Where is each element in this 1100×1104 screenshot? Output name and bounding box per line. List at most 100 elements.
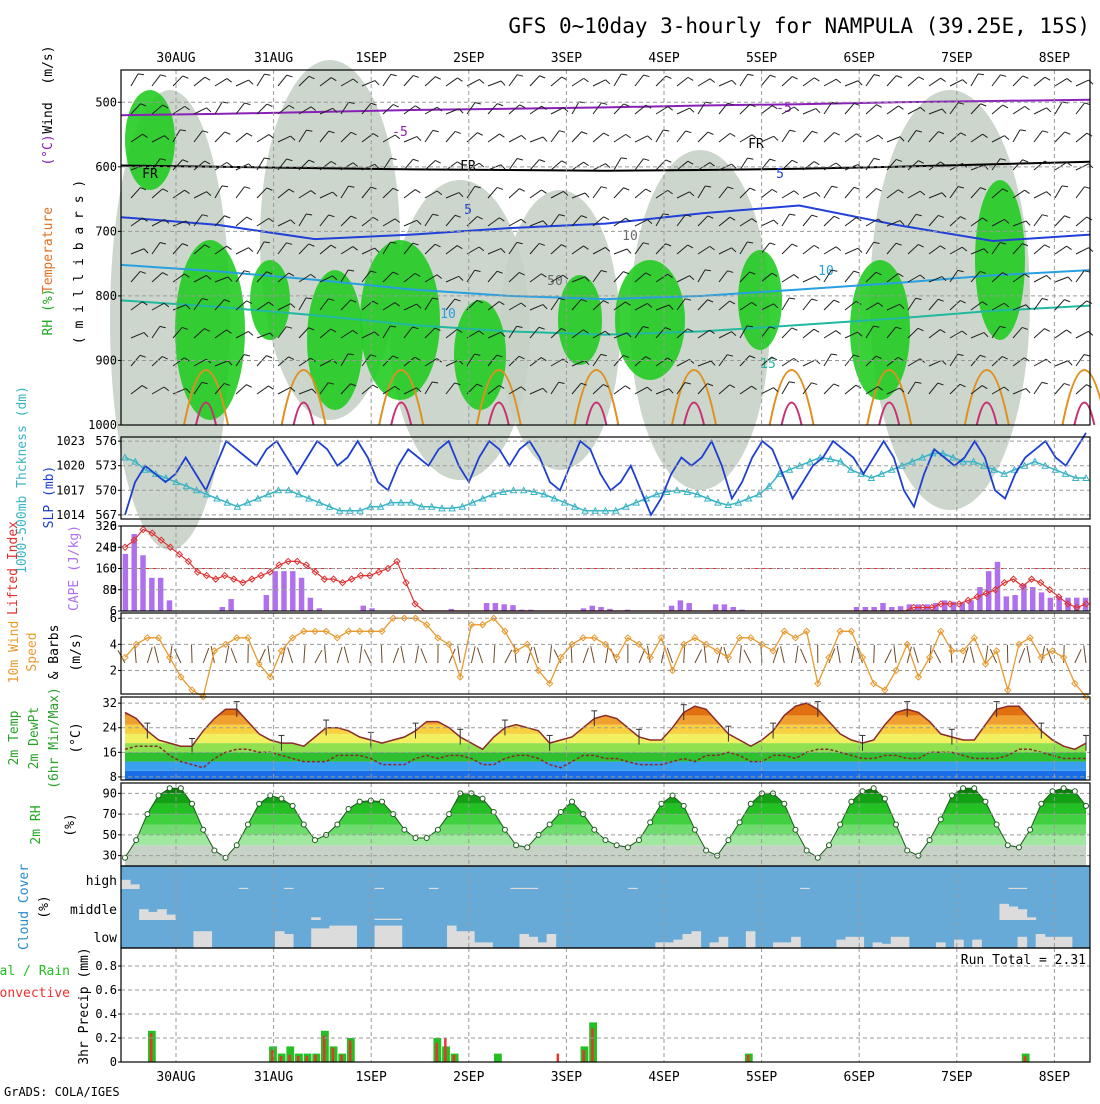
- precip-tick: 0.6: [95, 983, 117, 997]
- rh-point: [346, 806, 351, 811]
- rh-point: [502, 827, 507, 832]
- cape-bar: [149, 578, 154, 611]
- cloud-low-bar: [882, 944, 892, 948]
- cloud-high-bar: [429, 888, 439, 889]
- precip-legend-total: Total / Rain: [0, 964, 70, 979]
- cloud-background: [121, 866, 1090, 948]
- wind-barb-10m: [288, 647, 293, 663]
- slp-tick: 1023: [56, 434, 85, 448]
- cape-bar: [1030, 587, 1035, 611]
- rh-point: [994, 822, 999, 827]
- temp-ylabel: 2m DewPt: [27, 707, 42, 770]
- rh-point: [592, 827, 597, 832]
- wind-barb-10m: [550, 645, 552, 663]
- wind-barb-10m: [268, 646, 270, 663]
- temp-tick: 16: [103, 745, 117, 759]
- cloud-low-bar: [891, 937, 901, 948]
- rh-point: [178, 786, 183, 791]
- rh-band: [121, 783, 1090, 793]
- cloud-low-bar: [1036, 934, 1046, 948]
- wind-barb-10m: [471, 646, 475, 663]
- wind-barb-10m: [231, 648, 237, 663]
- wind-barb-10m: [837, 646, 840, 663]
- cape-bar: [140, 555, 145, 611]
- temp-band: [121, 725, 1090, 734]
- rh-point: [882, 796, 887, 801]
- cape-bar: [1048, 598, 1053, 611]
- precip-convective-bar: [444, 1038, 446, 1062]
- cloud-low-bar: [320, 928, 330, 948]
- precip-convective-bar: [314, 1055, 316, 1062]
- cloud-low-bar: [719, 937, 729, 948]
- rh-point: [547, 822, 552, 827]
- wind-barb-10m: [364, 649, 371, 663]
- date-label-top: 5SEP: [746, 51, 777, 66]
- rh-point: [413, 835, 418, 840]
- wind-barb-10m: [695, 650, 702, 663]
- precip-convective-bar: [288, 1055, 290, 1062]
- date-label-top: 8SEP: [1039, 51, 1070, 66]
- wind-barb-10m: [874, 645, 875, 663]
- precip-total-bar: [494, 1054, 502, 1062]
- rh-point: [1016, 845, 1021, 850]
- cape-bar: [493, 603, 498, 611]
- wind-ylabel: & Barbs: [47, 625, 62, 680]
- wind-barb-10m: [505, 650, 512, 663]
- date-label-top: 2SEP: [453, 51, 484, 66]
- cape-bar: [713, 604, 718, 611]
- temp-band: [121, 771, 1090, 780]
- contour-label: FR: [142, 167, 158, 182]
- rh-point: [312, 838, 317, 843]
- wind-barb-10m: [416, 646, 419, 663]
- cape-bar: [1039, 592, 1044, 611]
- upper-ylabel: (°C): [41, 134, 56, 165]
- wind-barb-10m: [934, 650, 941, 663]
- cloud-low-bar: [193, 931, 203, 948]
- contour-label: 5: [464, 203, 472, 218]
- date-label-bottom: 8SEP: [1039, 1070, 1070, 1085]
- precip-convective-bar: [340, 1055, 342, 1062]
- humidity-patch: [175, 240, 245, 420]
- rh-point: [201, 827, 206, 832]
- cloud-low-bar: [203, 931, 213, 948]
- cloud-low-bar: [746, 931, 756, 948]
- wind-ylabel: 10m Wind: [7, 621, 22, 684]
- cloud-low-bar: [673, 940, 683, 948]
- rh-point: [826, 843, 831, 848]
- date-label-top: 1SEP: [356, 51, 387, 66]
- date-label-bottom: 1SEP: [356, 1070, 387, 1085]
- wind-barb-10m: [192, 645, 193, 663]
- wind-ylabel: (m/s): [69, 632, 84, 671]
- rh-point: [279, 796, 284, 801]
- wind-frame: [121, 613, 1090, 694]
- cloud-middle-bar: [166, 915, 176, 920]
- wind-barb-10m: [477, 648, 482, 663]
- cloud-low-bar: [773, 942, 783, 948]
- cape-bar: [158, 578, 163, 611]
- wind-barb-10m: [894, 645, 896, 663]
- cloud-low-bar: [375, 926, 385, 948]
- temp-ylabel: 2m Temp: [7, 710, 22, 765]
- date-label-bottom: 7SEP: [941, 1070, 972, 1085]
- cloud-high-bar: [284, 888, 294, 889]
- cloud-low-bar: [393, 926, 403, 948]
- upper-ylabel: Wind: [41, 102, 56, 133]
- cape-ylabel: CAPE (J/kg): [67, 525, 82, 611]
- cape-bar: [1004, 596, 1009, 611]
- rh-point: [871, 786, 876, 791]
- cape-bar: [308, 598, 313, 611]
- wind-barb-10m: [147, 647, 152, 663]
- wind-barb-10m: [744, 650, 751, 663]
- rh-point: [234, 843, 239, 848]
- cloud-middle-bar: [1008, 907, 1018, 921]
- wind-barb-10m: [325, 645, 327, 663]
- rh-point: [927, 838, 932, 843]
- cape-bar: [484, 603, 489, 611]
- cloud-low-bar: [655, 942, 665, 948]
- rh-point: [737, 820, 742, 825]
- rh-tick: 90: [103, 786, 117, 800]
- rh-point: [905, 848, 910, 853]
- wind-barb-10m: [360, 645, 362, 663]
- cloud-middle-bar: [311, 917, 321, 920]
